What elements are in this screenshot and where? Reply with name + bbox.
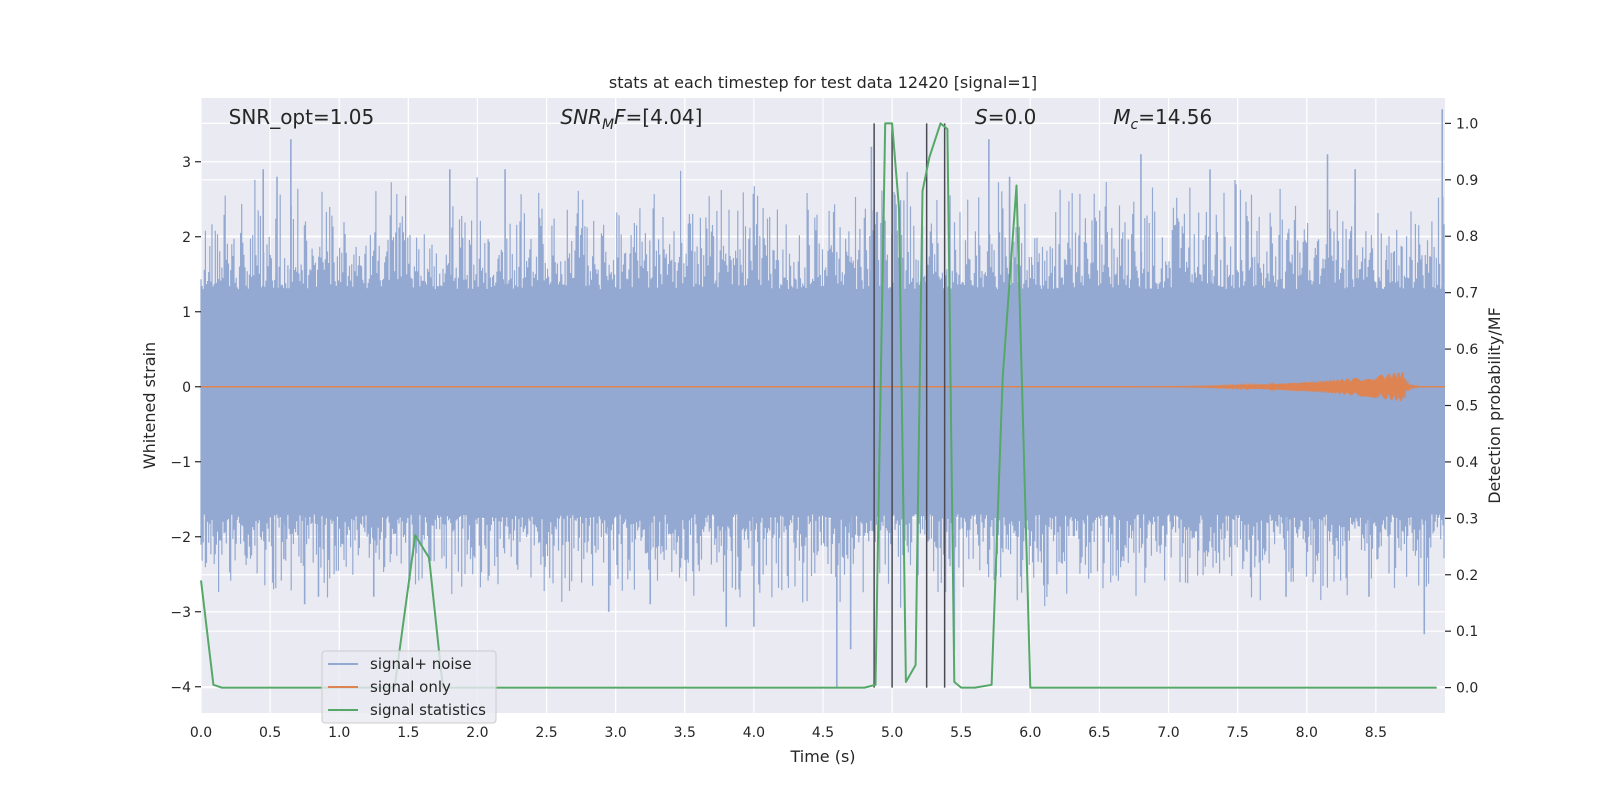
annotation-text: S=0.0 <box>975 105 1036 129</box>
x-tick-label: 5.5 <box>950 725 972 741</box>
series-signal-noise <box>200 109 1445 687</box>
x-tick-label: 6.5 <box>1088 725 1110 741</box>
chart-title: stats at each timestep for test data 124… <box>609 73 1037 92</box>
chirp-trace <box>201 371 1445 402</box>
x-tick-label: 8.5 <box>1365 725 1387 741</box>
x-tick-label: 3.5 <box>674 725 696 741</box>
series-signal-statistics <box>200 122 1437 689</box>
y-axis-right-ticks: 0.0 0.1 0.2 0.3 0.4 0.5 0.6 0.7 0.8 0.9 1.0 <box>1445 116 1478 697</box>
x-tick-label: 7.0 <box>1157 725 1179 741</box>
annotation-text: SNRMF=[4.04] <box>560 105 702 133</box>
x-tick-label: 8.0 <box>1296 725 1318 741</box>
y-right-tick-label: 0.6 <box>1456 342 1478 358</box>
y-left-tick-label: 1 <box>182 305 191 321</box>
y-right-tick-label: 0.2 <box>1456 568 1478 584</box>
x-tick-label: 1.0 <box>328 725 350 741</box>
y-left-tick-label: −4 <box>170 680 191 696</box>
x-tick-label: 5.0 <box>881 725 903 741</box>
x-tick-label: 0.5 <box>259 725 281 741</box>
series-signal-only <box>201 371 1445 402</box>
vertical-markers <box>873 123 946 688</box>
x-tick-label: 1.5 <box>397 725 419 741</box>
legend-label-signal-noise: signal+ noise <box>370 655 472 673</box>
statistics-line <box>200 122 1437 689</box>
y-left-tick-label: 0 <box>182 380 191 396</box>
legend-box <box>321 650 497 724</box>
x-tick-label: 4.5 <box>812 725 834 741</box>
y-right-tick-label: 0.0 <box>1456 681 1478 697</box>
legend: signal+ noise signal only signal statist… <box>321 650 497 724</box>
x-tick-label: 6.0 <box>1019 725 1041 741</box>
y-axis-left-ticks: 3 2 1 0 −1 −2 −3 −4 <box>170 155 201 696</box>
y-left-tick-label: 2 <box>182 230 191 246</box>
x-tick-label: 3.0 <box>605 725 627 741</box>
y-right-tick-label: 0.9 <box>1456 173 1478 189</box>
annotations: SNR_opt=1.05 SNRMF=[4.04] S=0.0 Mc=14.56 <box>229 105 1213 133</box>
y-right-tick-label: 0.7 <box>1456 286 1478 302</box>
y-left-tick-label: −2 <box>170 530 191 546</box>
y-right-tick-label: 0.3 <box>1456 511 1478 527</box>
annotation-text: SNR_opt=1.05 <box>229 105 375 129</box>
x-tick-label: 4.0 <box>743 725 765 741</box>
y-right-tick-label: 0.5 <box>1456 399 1478 415</box>
x-axis-label: Time (s) <box>789 747 855 766</box>
legend-label-signal-only: signal only <box>370 678 451 696</box>
x-tick-label: 7.5 <box>1227 725 1249 741</box>
y-axis-right-label: Detection probability/MF <box>1485 307 1504 504</box>
y-right-tick-label: 0.8 <box>1456 229 1478 245</box>
y-axis-left-label: Whitened strain <box>140 342 159 469</box>
y-left-tick-label: −1 <box>170 455 191 471</box>
x-tick-label: 2.5 <box>535 725 557 741</box>
y-left-tick-label: 3 <box>182 155 191 171</box>
y-left-tick-label: −3 <box>170 605 191 621</box>
x-axis-ticks: 0.0 0.5 1.0 1.5 2.0 2.5 3.0 3.5 4.0 4.5 5.0 5.5 6.0 6… <box>190 725 1387 741</box>
y-right-tick-label: 1.0 <box>1456 116 1478 132</box>
annotation-text: Mc=14.56 <box>1113 105 1212 133</box>
y-right-tick-label: 0.4 <box>1456 455 1478 471</box>
legend-label-signal-statistics: signal statistics <box>370 701 486 719</box>
y-right-tick-label: 0.1 <box>1456 624 1478 640</box>
x-tick-label: 0.0 <box>190 725 212 741</box>
x-tick-label: 2.0 <box>466 725 488 741</box>
